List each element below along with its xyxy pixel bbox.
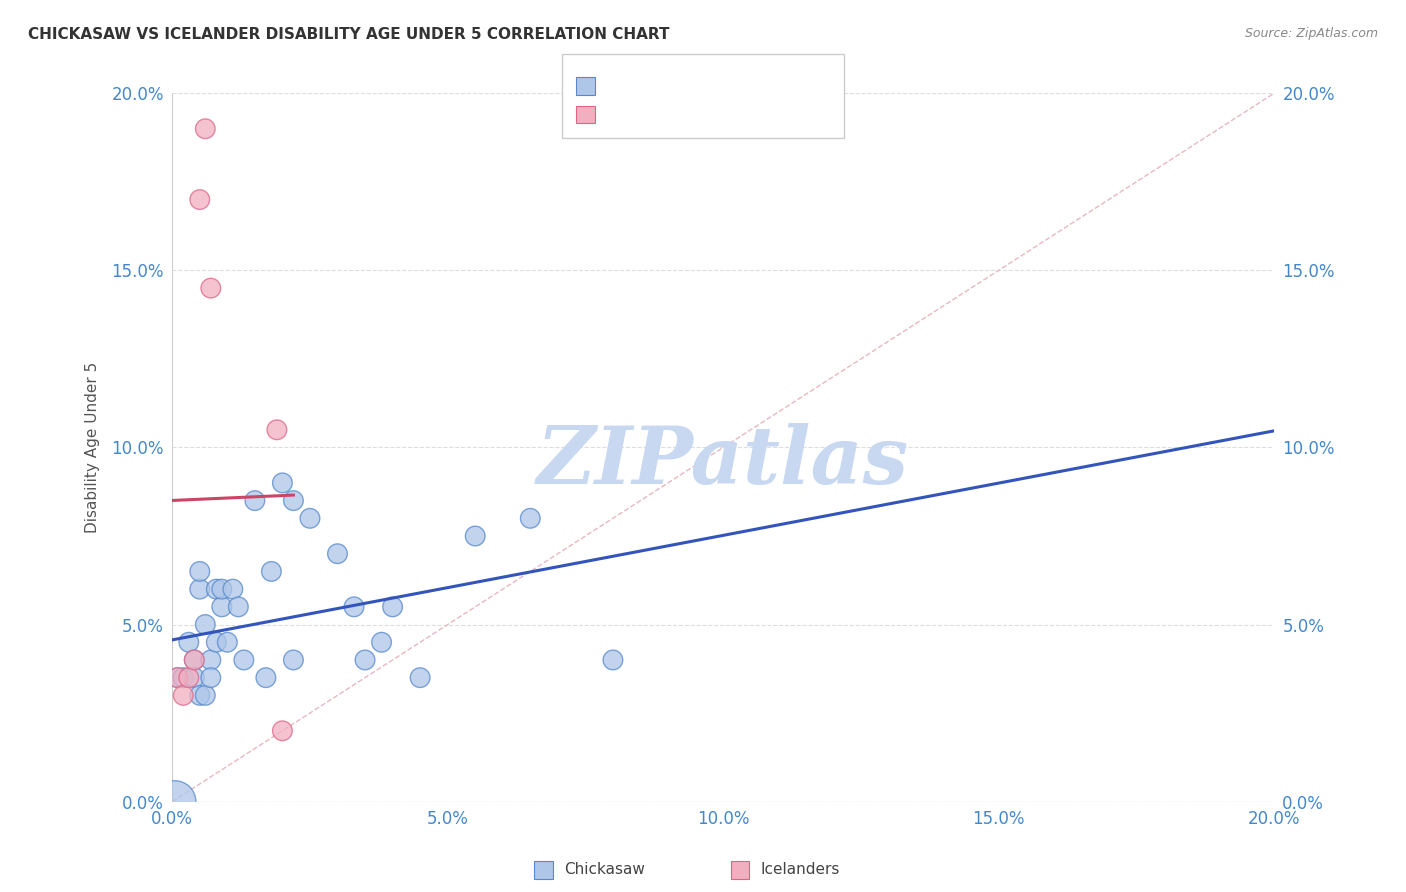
Text: Source: ZipAtlas.com: Source: ZipAtlas.com bbox=[1244, 27, 1378, 40]
Text: CHICKASAW VS ICELANDER DISABILITY AGE UNDER 5 CORRELATION CHART: CHICKASAW VS ICELANDER DISABILITY AGE UN… bbox=[28, 27, 669, 42]
Text: 0.235: 0.235 bbox=[648, 78, 692, 94]
Point bbox=[205, 582, 228, 596]
Point bbox=[381, 599, 404, 614]
Point bbox=[602, 653, 624, 667]
Point bbox=[464, 529, 486, 543]
Text: Icelanders: Icelanders bbox=[761, 863, 839, 877]
Text: 0.246: 0.246 bbox=[648, 107, 692, 122]
Point bbox=[409, 671, 432, 685]
Point bbox=[222, 582, 245, 596]
Point bbox=[200, 671, 222, 685]
Point bbox=[283, 493, 305, 508]
Point bbox=[266, 423, 288, 437]
Point bbox=[232, 653, 254, 667]
Y-axis label: Disability Age Under 5: Disability Age Under 5 bbox=[86, 362, 100, 533]
Point bbox=[183, 653, 205, 667]
Point bbox=[172, 671, 194, 685]
Text: 37: 37 bbox=[747, 78, 766, 94]
Text: Chickasaw: Chickasaw bbox=[564, 863, 645, 877]
Point bbox=[163, 795, 186, 809]
Text: 9: 9 bbox=[747, 107, 756, 122]
Point bbox=[172, 689, 194, 703]
Point bbox=[211, 582, 233, 596]
Point bbox=[188, 193, 211, 207]
Point bbox=[243, 493, 266, 508]
Point bbox=[183, 653, 205, 667]
Point bbox=[298, 511, 321, 525]
Text: ZIPatlas: ZIPatlas bbox=[537, 423, 910, 500]
Point bbox=[188, 689, 211, 703]
Text: R =: R = bbox=[606, 107, 640, 122]
Point bbox=[177, 635, 200, 649]
Point bbox=[217, 635, 239, 649]
Text: N =: N = bbox=[697, 78, 741, 94]
Point bbox=[200, 653, 222, 667]
Point bbox=[211, 599, 233, 614]
Point bbox=[177, 671, 200, 685]
Point bbox=[343, 599, 366, 614]
Point bbox=[194, 617, 217, 632]
Point bbox=[283, 653, 305, 667]
Point bbox=[260, 565, 283, 579]
Point bbox=[254, 671, 277, 685]
Point bbox=[326, 547, 349, 561]
Text: N =: N = bbox=[697, 107, 741, 122]
Point bbox=[370, 635, 392, 649]
Point bbox=[205, 635, 228, 649]
Point bbox=[519, 511, 541, 525]
Point bbox=[183, 671, 205, 685]
Point bbox=[194, 121, 217, 136]
Point bbox=[354, 653, 377, 667]
Point bbox=[271, 723, 294, 738]
Point bbox=[194, 689, 217, 703]
Text: R =: R = bbox=[606, 78, 640, 94]
Point bbox=[166, 671, 188, 685]
Point bbox=[228, 599, 250, 614]
Point bbox=[166, 671, 188, 685]
Point bbox=[188, 565, 211, 579]
Point bbox=[200, 281, 222, 295]
Point bbox=[188, 582, 211, 596]
Point bbox=[271, 475, 294, 490]
